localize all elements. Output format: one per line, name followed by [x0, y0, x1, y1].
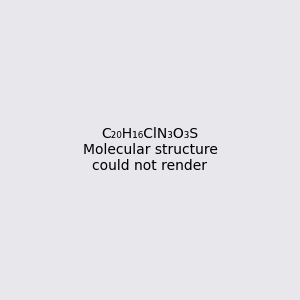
Text: C₂₀H₁₆ClN₃O₃S
Molecular structure
could not render: C₂₀H₁₆ClN₃O₃S Molecular structure could … [82, 127, 218, 173]
